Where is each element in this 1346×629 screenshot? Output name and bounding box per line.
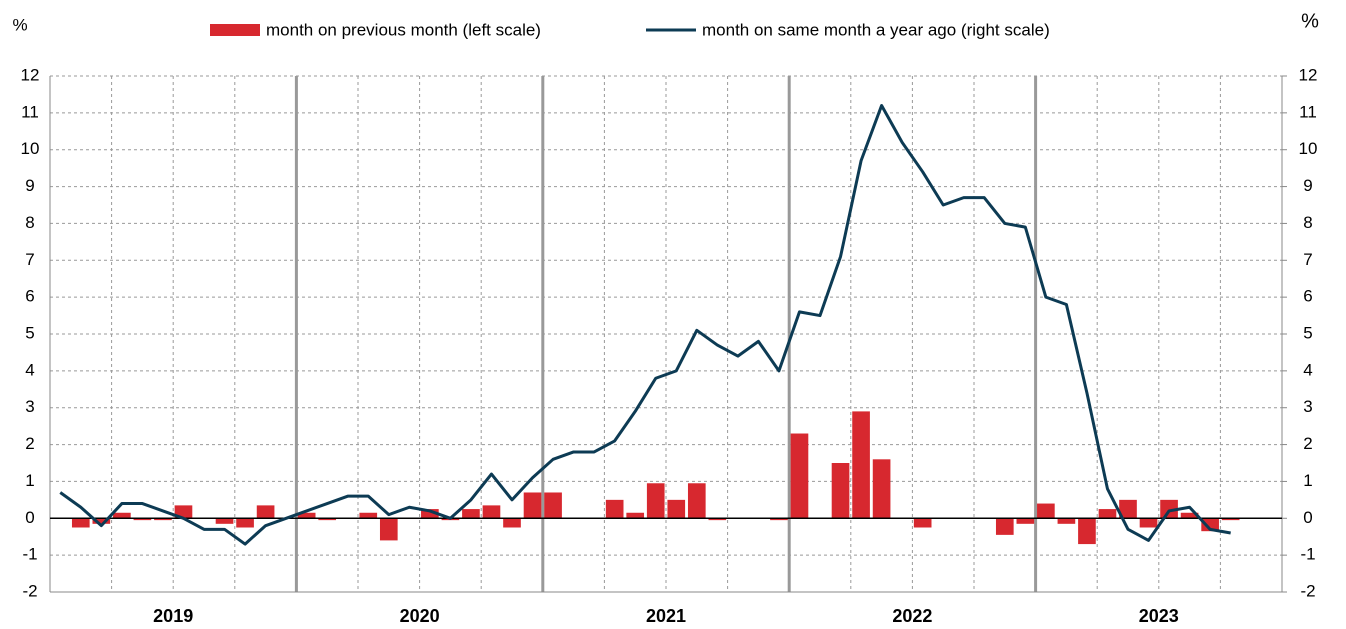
y-tick-label: 3 <box>25 397 34 416</box>
bar <box>790 433 809 519</box>
bar <box>71 518 90 528</box>
bar <box>113 512 131 519</box>
y-tick-label: 2 <box>25 434 34 453</box>
bar <box>92 518 111 524</box>
bar <box>1180 512 1199 519</box>
legend-label: month on same month a year ago (right sc… <box>702 20 1050 39</box>
bar <box>1057 518 1076 524</box>
bar <box>174 505 193 519</box>
y2-tick-label: -1 <box>1300 545 1315 564</box>
y-tick-label: 4 <box>25 360 34 379</box>
bar <box>297 512 316 519</box>
y2-tick-label: -2 <box>1300 581 1315 600</box>
bar <box>995 518 1014 535</box>
y-tick-label: 6 <box>25 287 34 306</box>
year-label: 2021 <box>646 606 686 626</box>
y2-tick-label: 12 <box>1299 65 1318 84</box>
bar <box>133 518 152 521</box>
bar <box>544 492 562 519</box>
bar <box>1016 518 1035 524</box>
y-tick-label: 8 <box>25 213 34 232</box>
bar <box>359 512 378 519</box>
bar <box>667 499 686 519</box>
y-tick-label: 1 <box>25 471 34 490</box>
bar <box>318 518 337 521</box>
bar <box>379 518 398 541</box>
bar <box>1139 518 1158 528</box>
bar <box>236 518 254 528</box>
bar <box>605 499 624 519</box>
y-tick-label: 5 <box>25 323 34 342</box>
y2-tick-label: 0 <box>1303 508 1312 527</box>
y-tick-label: 11 <box>21 102 39 121</box>
bar <box>687 483 706 519</box>
bar <box>1201 518 1219 532</box>
y2-tick-label: 1 <box>1303 471 1312 490</box>
year-label: 2022 <box>892 606 932 626</box>
bar <box>1221 518 1240 521</box>
y2-tick-label: 9 <box>1303 176 1312 195</box>
bar <box>503 518 521 528</box>
y-unit-left: % <box>12 15 27 34</box>
bar <box>770 518 788 521</box>
y-tick-label: -1 <box>22 545 37 564</box>
y2-tick-label: 11 <box>1299 102 1317 121</box>
y2-tick-label: 10 <box>1299 139 1318 158</box>
y2-tick-label: 3 <box>1303 397 1312 416</box>
line <box>59 103 1231 546</box>
bar <box>852 411 870 519</box>
bar <box>1098 509 1117 519</box>
bar <box>913 518 932 528</box>
legend-swatch <box>210 24 260 36</box>
y2-tick-label: 7 <box>1303 250 1312 269</box>
bar <box>708 518 727 521</box>
bar <box>154 518 172 521</box>
year-label: 2020 <box>400 606 440 626</box>
bar <box>1119 499 1137 519</box>
bar <box>831 463 850 519</box>
y2-tick-label: 6 <box>1303 287 1312 306</box>
y-tick-label: 0 <box>25 508 34 527</box>
bar <box>215 518 234 524</box>
y2-tick-label: 4 <box>1303 360 1312 379</box>
y2-tick-label: 2 <box>1303 434 1312 453</box>
y-tick-label: 10 <box>21 139 40 158</box>
year-label: 2019 <box>153 606 193 626</box>
bar <box>462 509 480 519</box>
legend-label: month on previous month (left scale) <box>266 20 541 39</box>
bar <box>1078 518 1096 545</box>
bar <box>523 492 542 519</box>
y-tick-label: -2 <box>22 581 37 600</box>
bar <box>626 512 645 519</box>
bar <box>646 483 665 519</box>
y-tick-label: 7 <box>25 250 34 269</box>
year-label: 2023 <box>1139 606 1179 626</box>
y-tick-label: 12 <box>21 65 40 84</box>
bar <box>256 505 275 519</box>
y2-tick-label: 5 <box>1303 323 1312 342</box>
y-unit-right: % <box>1301 10 1319 32</box>
bar <box>1160 499 1178 519</box>
bar <box>1037 503 1055 519</box>
y2-tick-label: 8 <box>1303 213 1312 232</box>
bar <box>482 505 501 519</box>
y-tick-label: 9 <box>25 176 34 195</box>
bar <box>872 459 891 519</box>
bar <box>421 509 439 519</box>
